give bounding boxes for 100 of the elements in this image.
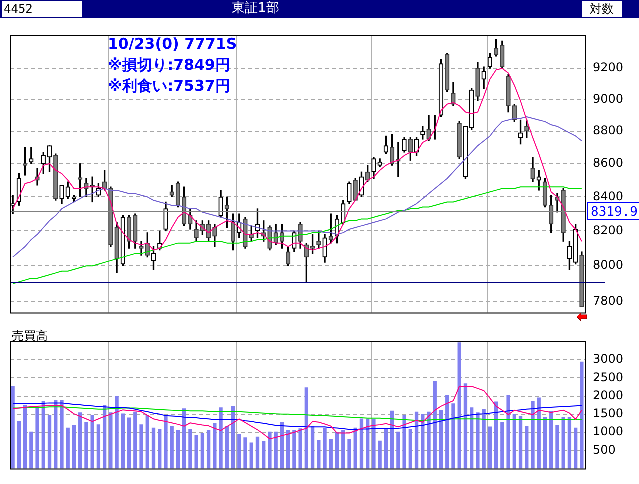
y-tick-label: 2000 [593, 388, 624, 402]
bar [310, 426, 315, 469]
bar [574, 428, 578, 469]
bar [127, 418, 132, 469]
bar [421, 414, 425, 469]
bar [433, 381, 437, 469]
bar [96, 424, 101, 469]
bar [42, 401, 46, 469]
bar [408, 429, 412, 469]
bar [458, 342, 462, 469]
bar [384, 429, 388, 469]
bar [427, 412, 431, 469]
chart-title: 売買高 [12, 328, 48, 345]
y-tick-label: 1500 [593, 406, 624, 421]
ref-line-label: 8319.9 [591, 204, 638, 220]
bar [244, 438, 248, 469]
y-tick-label: 8800 [593, 124, 624, 138]
bar [268, 432, 272, 469]
bar [176, 430, 180, 469]
bar [525, 426, 529, 469]
y-tick-label: 8600 [593, 156, 624, 170]
bar [238, 434, 242, 469]
bar [396, 432, 400, 469]
y-tick-label: 8000 [593, 258, 624, 272]
bar [206, 430, 211, 469]
bar [262, 441, 266, 469]
chart-subtitle: 東証1部 [232, 1, 280, 17]
bar [488, 426, 492, 469]
y-tick-label: 9000 [593, 92, 624, 106]
y-tick-label: 8400 [593, 189, 624, 204]
bar [30, 432, 34, 469]
bar [414, 412, 419, 469]
bar [109, 412, 113, 469]
bar [84, 422, 88, 469]
bar [378, 440, 382, 469]
bar [562, 416, 566, 469]
bar [194, 435, 198, 469]
bar [360, 418, 364, 469]
bar [506, 395, 510, 469]
bar [152, 428, 156, 469]
bar [182, 408, 186, 469]
bar [292, 430, 296, 469]
bar [568, 416, 572, 469]
bar [231, 406, 236, 469]
bar [390, 410, 394, 469]
bar [115, 396, 119, 469]
y-tick-label: 7800 [593, 294, 624, 308]
bar [366, 418, 370, 469]
y-tick-label: 9200 [593, 60, 624, 75]
bar [317, 440, 321, 469]
y-tick-label: 500 [593, 442, 616, 457]
bar [323, 428, 327, 469]
bar [348, 439, 352, 469]
bar [54, 400, 58, 469]
bar [342, 430, 346, 469]
bar [121, 414, 125, 469]
bar [464, 384, 468, 469]
bar [280, 422, 284, 469]
bar [78, 412, 82, 469]
bar [188, 429, 192, 469]
bar [580, 362, 584, 469]
bar [550, 411, 554, 469]
bar [134, 412, 138, 469]
bar [219, 408, 223, 469]
bar [213, 424, 217, 469]
bar [543, 416, 548, 469]
bar [372, 419, 376, 469]
bar [286, 430, 290, 469]
bar [439, 410, 444, 469]
y-tick-label: 1000 [593, 424, 624, 439]
bar [170, 426, 174, 469]
chart-title: 4452 [2, 1, 82, 17]
bar [225, 426, 229, 469]
bar [402, 415, 406, 469]
bar [476, 412, 480, 469]
bar [11, 386, 15, 469]
bar [298, 428, 302, 469]
annotation: ※損切り:7849円 [108, 55, 232, 76]
bar [66, 428, 70, 469]
bar [17, 420, 22, 469]
bar [90, 415, 94, 469]
bar [36, 406, 40, 469]
bar [200, 432, 205, 469]
bar [60, 400, 64, 469]
bar [304, 388, 309, 469]
bar [512, 414, 516, 469]
bar [250, 442, 254, 469]
annotation: 10/23(0) 7771S [108, 34, 238, 55]
bar [494, 402, 498, 469]
bar [500, 422, 504, 469]
bar [335, 432, 340, 469]
bar [556, 425, 560, 469]
bar [164, 415, 168, 469]
bar [531, 401, 535, 469]
text: 対数 [582, 1, 622, 17]
bar [140, 424, 144, 469]
bar [102, 405, 107, 469]
bar [537, 398, 541, 469]
bar [329, 439, 333, 469]
bar [158, 429, 162, 469]
